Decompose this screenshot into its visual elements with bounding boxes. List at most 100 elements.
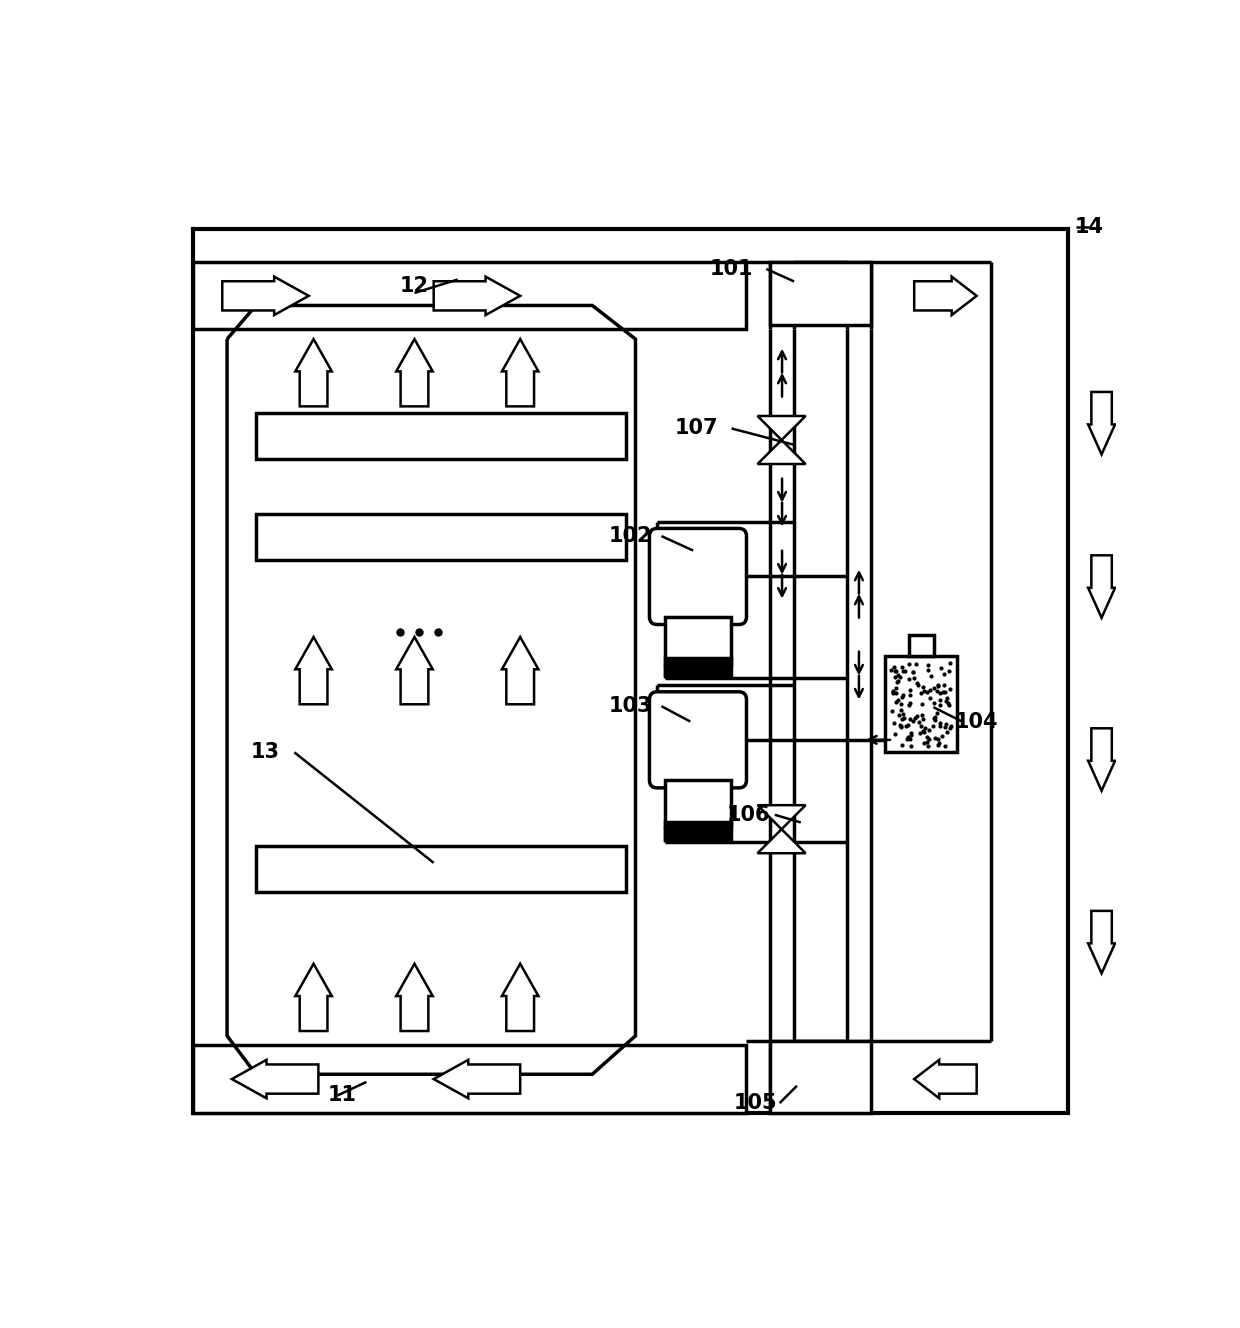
Point xyxy=(893,656,913,677)
Point xyxy=(901,724,921,745)
Polygon shape xyxy=(232,1060,319,1098)
Point xyxy=(899,695,919,716)
Point xyxy=(883,683,903,704)
Polygon shape xyxy=(434,276,521,315)
Polygon shape xyxy=(502,339,538,406)
Point xyxy=(893,734,913,756)
Point xyxy=(930,689,950,710)
Point xyxy=(928,681,947,703)
Bar xyxy=(666,659,730,676)
Point xyxy=(925,709,945,730)
Text: 103: 103 xyxy=(609,696,652,716)
Bar xyxy=(666,780,730,827)
Polygon shape xyxy=(502,964,538,1031)
Point xyxy=(915,717,935,738)
Point xyxy=(887,677,906,699)
Text: 102: 102 xyxy=(609,526,652,546)
Polygon shape xyxy=(295,637,332,704)
Polygon shape xyxy=(758,416,806,440)
Point xyxy=(911,705,931,726)
Point xyxy=(885,691,905,712)
Point xyxy=(913,693,932,714)
Point xyxy=(918,732,937,753)
Bar xyxy=(255,514,626,560)
Point xyxy=(918,736,937,757)
Point xyxy=(903,661,923,683)
Text: 106: 106 xyxy=(727,805,770,825)
Point xyxy=(910,722,930,744)
Bar xyxy=(255,846,626,891)
Point xyxy=(911,716,931,737)
Point xyxy=(914,733,934,754)
Point xyxy=(908,705,928,726)
Point xyxy=(928,703,947,724)
Bar xyxy=(885,656,957,753)
Point xyxy=(928,675,947,696)
Point xyxy=(889,714,909,736)
Point xyxy=(908,673,928,695)
Point xyxy=(892,693,911,714)
Point xyxy=(899,653,919,675)
Polygon shape xyxy=(397,339,433,406)
Point xyxy=(934,675,954,696)
Point xyxy=(920,720,940,741)
Point xyxy=(887,672,906,693)
Point xyxy=(898,726,918,748)
Point xyxy=(929,733,949,754)
Point xyxy=(931,726,951,748)
Point xyxy=(940,717,960,738)
Point xyxy=(904,668,924,689)
FancyBboxPatch shape xyxy=(650,692,746,788)
Point xyxy=(888,689,908,710)
Point xyxy=(920,688,940,709)
Point xyxy=(893,687,913,708)
Point xyxy=(928,728,947,749)
Point xyxy=(935,681,955,703)
Point xyxy=(919,655,939,676)
Polygon shape xyxy=(914,1060,977,1098)
Bar xyxy=(666,616,730,664)
Point xyxy=(913,720,932,741)
Bar xyxy=(255,413,626,459)
Point xyxy=(888,671,908,692)
Point xyxy=(885,660,905,681)
Text: 12: 12 xyxy=(401,276,429,296)
Bar xyxy=(770,1041,870,1113)
Bar xyxy=(909,635,934,656)
Point xyxy=(936,691,956,712)
Point xyxy=(903,661,923,683)
Polygon shape xyxy=(502,637,538,704)
Point xyxy=(890,717,910,738)
Point xyxy=(919,729,939,750)
Point xyxy=(893,684,913,705)
Point xyxy=(918,681,937,703)
Point xyxy=(930,695,950,716)
Point xyxy=(884,657,904,679)
Point xyxy=(890,667,910,688)
Point xyxy=(900,679,920,700)
Point xyxy=(931,657,951,679)
Polygon shape xyxy=(397,637,433,704)
Point xyxy=(930,683,950,704)
Polygon shape xyxy=(397,964,433,1031)
Point xyxy=(923,716,942,737)
Point xyxy=(934,681,954,703)
Point xyxy=(914,721,934,742)
Bar xyxy=(193,1045,746,1113)
Polygon shape xyxy=(1089,392,1115,454)
Point xyxy=(884,712,904,733)
Point xyxy=(925,706,945,728)
Polygon shape xyxy=(914,276,977,315)
Point xyxy=(897,728,916,749)
Text: 104: 104 xyxy=(955,712,998,732)
Point xyxy=(885,683,905,704)
Point xyxy=(893,709,913,730)
Point xyxy=(895,660,915,681)
Point xyxy=(900,685,920,706)
Point xyxy=(913,676,932,697)
Polygon shape xyxy=(295,339,332,406)
Point xyxy=(939,693,959,714)
Polygon shape xyxy=(758,440,806,463)
Point xyxy=(906,653,926,675)
Text: 107: 107 xyxy=(675,418,718,438)
